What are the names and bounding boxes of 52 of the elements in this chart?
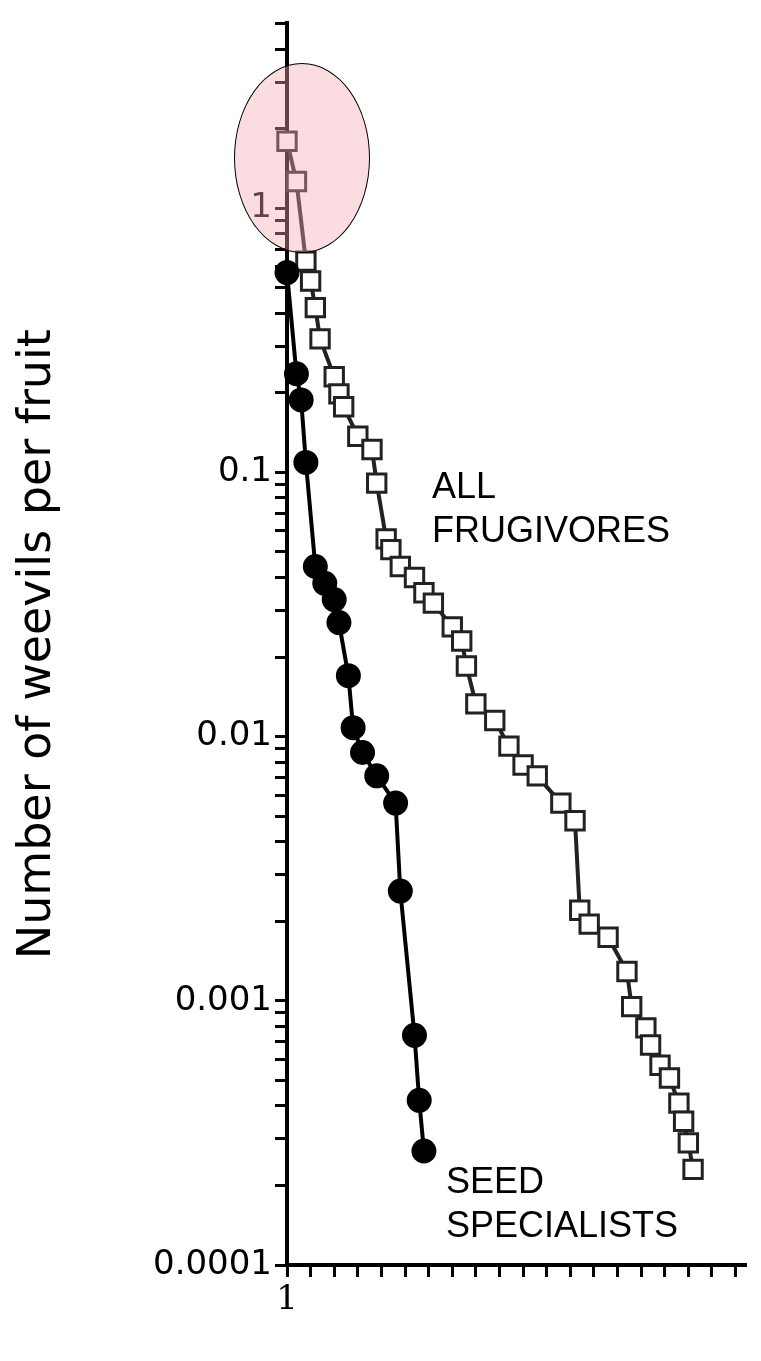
y-tick-label: 0.1 (217, 449, 272, 490)
point (597, 926, 619, 948)
series-label: SEED SPECIALISTS (445, 1160, 679, 1246)
point (401, 1022, 427, 1048)
y-tick-label: 0.001 (174, 977, 272, 1018)
point (455, 655, 478, 677)
point (406, 1087, 432, 1113)
point (639, 1034, 662, 1056)
point (364, 763, 390, 789)
point (299, 270, 322, 292)
point (295, 250, 317, 272)
point (288, 387, 314, 413)
point (526, 765, 548, 787)
point (380, 538, 402, 561)
y-tick-label: 0.0001 (153, 1241, 272, 1282)
point (326, 610, 352, 636)
point (340, 715, 366, 741)
point (484, 709, 506, 732)
point (682, 1158, 704, 1181)
point (276, 130, 298, 152)
point (335, 663, 361, 689)
point (387, 878, 413, 904)
point (658, 1067, 681, 1089)
series-label: ALL FRUGIVORES (432, 465, 671, 551)
point (321, 587, 347, 613)
point (550, 792, 572, 814)
point (332, 396, 355, 418)
y-tick-label: 0.01 (196, 713, 272, 754)
point (383, 790, 409, 816)
point (498, 735, 520, 757)
point (620, 995, 643, 1018)
point (361, 438, 383, 461)
point (564, 810, 586, 832)
point (366, 472, 388, 494)
y-tick-label: 1 (250, 184, 272, 225)
point (451, 630, 473, 652)
point (285, 170, 308, 193)
point (616, 960, 638, 983)
point (422, 592, 445, 614)
point (677, 1132, 700, 1154)
point (465, 693, 487, 715)
point (304, 296, 327, 319)
point (283, 361, 309, 387)
point (411, 1138, 437, 1164)
point (293, 449, 319, 475)
point (274, 260, 300, 286)
point (309, 328, 331, 350)
y-axis-title: Number of weevils per fruit (6, 329, 61, 960)
point (668, 1092, 690, 1114)
point (578, 913, 600, 935)
point (672, 1110, 695, 1132)
point (350, 740, 376, 766)
